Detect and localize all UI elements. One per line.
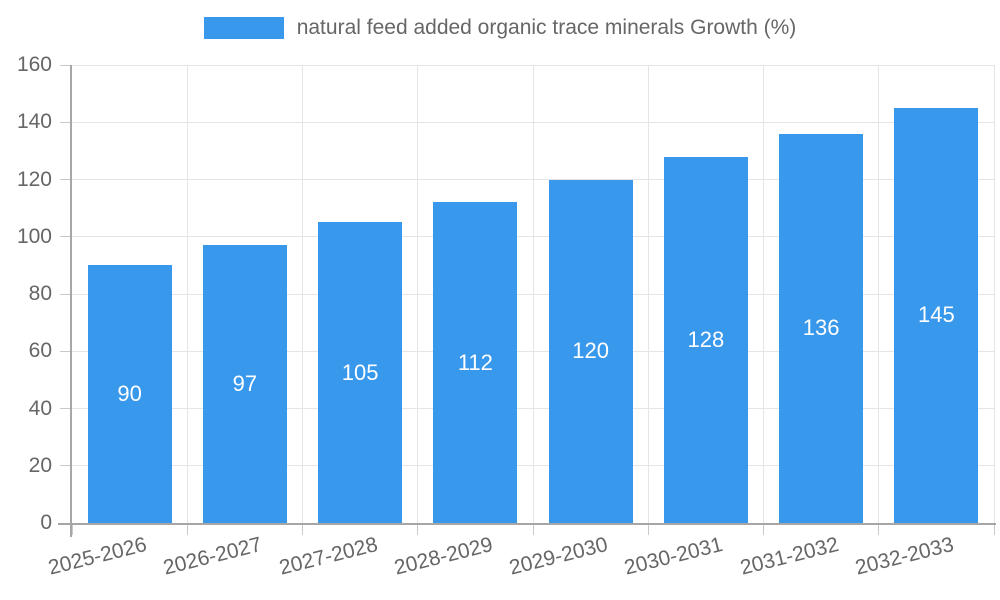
x-axis-tick: [647, 523, 649, 535]
x-tick-label: 2025-2026: [46, 533, 150, 580]
x-tick-label: 2032-2033: [852, 533, 956, 580]
bar-value-label: 97: [232, 371, 258, 397]
y-axis-tick: [60, 64, 72, 66]
x-gridline: [186, 65, 188, 523]
x-gridline: [993, 65, 995, 523]
x-axis-tick: [417, 523, 419, 535]
legend-swatch: [203, 17, 284, 39]
x-tick-label: 2026-2027: [161, 533, 265, 580]
bar-value-label: 90: [117, 381, 142, 407]
x-gridline: [647, 65, 649, 523]
y-tick-label: 20: [28, 453, 52, 477]
legend-label: natural feed added organic trace mineral…: [296, 16, 797, 39]
bar-value-label: 136: [802, 315, 840, 341]
x-tick-label: 2031-2032: [737, 533, 841, 580]
bar[interactable]: [779, 133, 864, 523]
x-gridline: [878, 65, 880, 523]
x-axis-line: [58, 523, 996, 525]
x-gridline: [763, 65, 764, 523]
x-gridline: [417, 65, 419, 523]
x-tick-label: 2030-2031: [622, 533, 726, 580]
bar[interactable]: [433, 202, 518, 523]
y-axis-tick: [60, 465, 72, 467]
bar-value-label: 145: [918, 302, 955, 328]
y-axis-tick: [60, 236, 72, 238]
x-gridline: [532, 65, 534, 523]
bar[interactable]: [663, 156, 748, 523]
x-gridline: [302, 65, 303, 523]
y-axis-tick: [60, 121, 72, 123]
bar-value-label: 128: [687, 326, 725, 352]
bar-value-label: 112: [457, 349, 493, 375]
y-tick-label: 140: [16, 110, 52, 134]
x-axis-tick: [71, 523, 73, 535]
y-tick-label: 120: [16, 167, 52, 191]
bar-value-label: 120: [572, 338, 609, 364]
bar[interactable]: [894, 107, 979, 523]
x-axis-tick: [186, 523, 188, 535]
bar[interactable]: [548, 179, 633, 523]
y-axis-tick: [60, 179, 72, 180]
y-tick-label: 100: [16, 224, 52, 248]
x-axis-tick: [763, 523, 764, 535]
bar[interactable]: [87, 265, 172, 523]
y-tick-label: 0: [40, 511, 52, 534]
y-axis-tick: [60, 408, 72, 409]
y-axis-tick: [60, 293, 72, 295]
x-axis-tick: [878, 523, 880, 535]
y-axis-tick: [60, 350, 72, 352]
x-tick-label: 2029-2030: [507, 533, 611, 580]
x-tick-label: 2027-2028: [276, 533, 380, 580]
bar[interactable]: [318, 222, 403, 523]
x-axis-tick: [532, 523, 534, 535]
y-tick-label: 160: [16, 53, 52, 76]
y-tick-label: 40: [28, 396, 52, 420]
x-axis-tick: [302, 523, 303, 535]
x-tick-label: 2028-2029: [391, 533, 495, 580]
bar-value-label: 105: [341, 359, 379, 385]
y-tick-label: 60: [28, 339, 52, 363]
y-tick-label: 80: [28, 282, 52, 305]
bar[interactable]: [202, 245, 287, 523]
y-axis-line: [70, 65, 72, 537]
chart-legend[interactable]: natural feed added organic trace mineral…: [0, 14, 1000, 42]
x-axis-tick: [993, 523, 995, 535]
